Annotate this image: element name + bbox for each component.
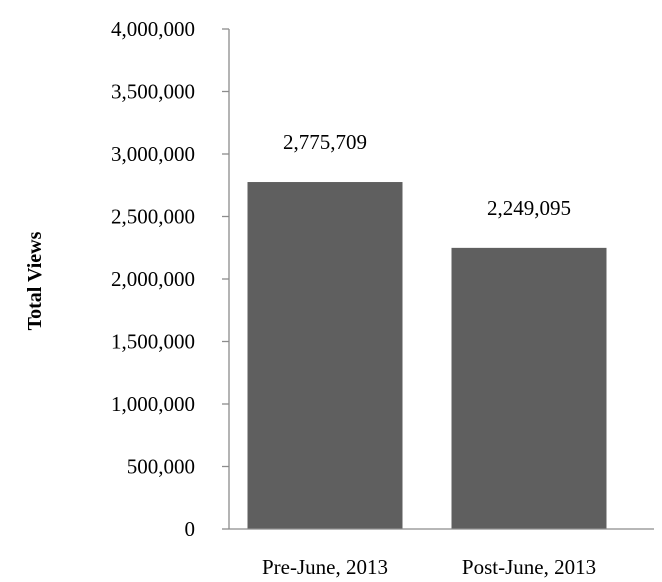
data-label: 2,249,095 bbox=[487, 196, 571, 220]
y-tick-label: 3,500,000 bbox=[111, 80, 195, 104]
y-tick-label: 0 bbox=[185, 517, 196, 541]
x-axis-ticks: Pre-June, 2013 Post-June, 2013 bbox=[262, 555, 596, 579]
y-tick-label: 1,000,000 bbox=[111, 392, 195, 416]
y-tick-label: 1,500,000 bbox=[111, 330, 195, 354]
bars bbox=[247, 182, 607, 529]
bar bbox=[451, 247, 607, 529]
y-axis-title-group: Total Views bbox=[24, 231, 46, 330]
data-labels: 2,775,709 2,249,095 bbox=[283, 130, 571, 220]
y-axis-title: Total Views bbox=[24, 231, 46, 330]
y-tick-label: 500,000 bbox=[127, 455, 195, 479]
y-tick-label: 4,000,000 bbox=[111, 17, 195, 41]
y-axis-ticks: 0 500,000 1,000,000 1,500,000 2,000,000 2,500… bbox=[111, 17, 229, 541]
y-tick-label: 3,000,000 bbox=[111, 142, 195, 166]
x-tick-label: Pre-June, 2013 bbox=[262, 555, 388, 579]
y-tick-label: 2,500,000 bbox=[111, 205, 195, 229]
bar bbox=[247, 182, 403, 529]
y-tick-label: 2,000,000 bbox=[111, 267, 195, 291]
data-label: 2,775,709 bbox=[283, 130, 367, 154]
axes bbox=[228, 29, 654, 530]
x-tick-label: Post-June, 2013 bbox=[462, 555, 596, 579]
